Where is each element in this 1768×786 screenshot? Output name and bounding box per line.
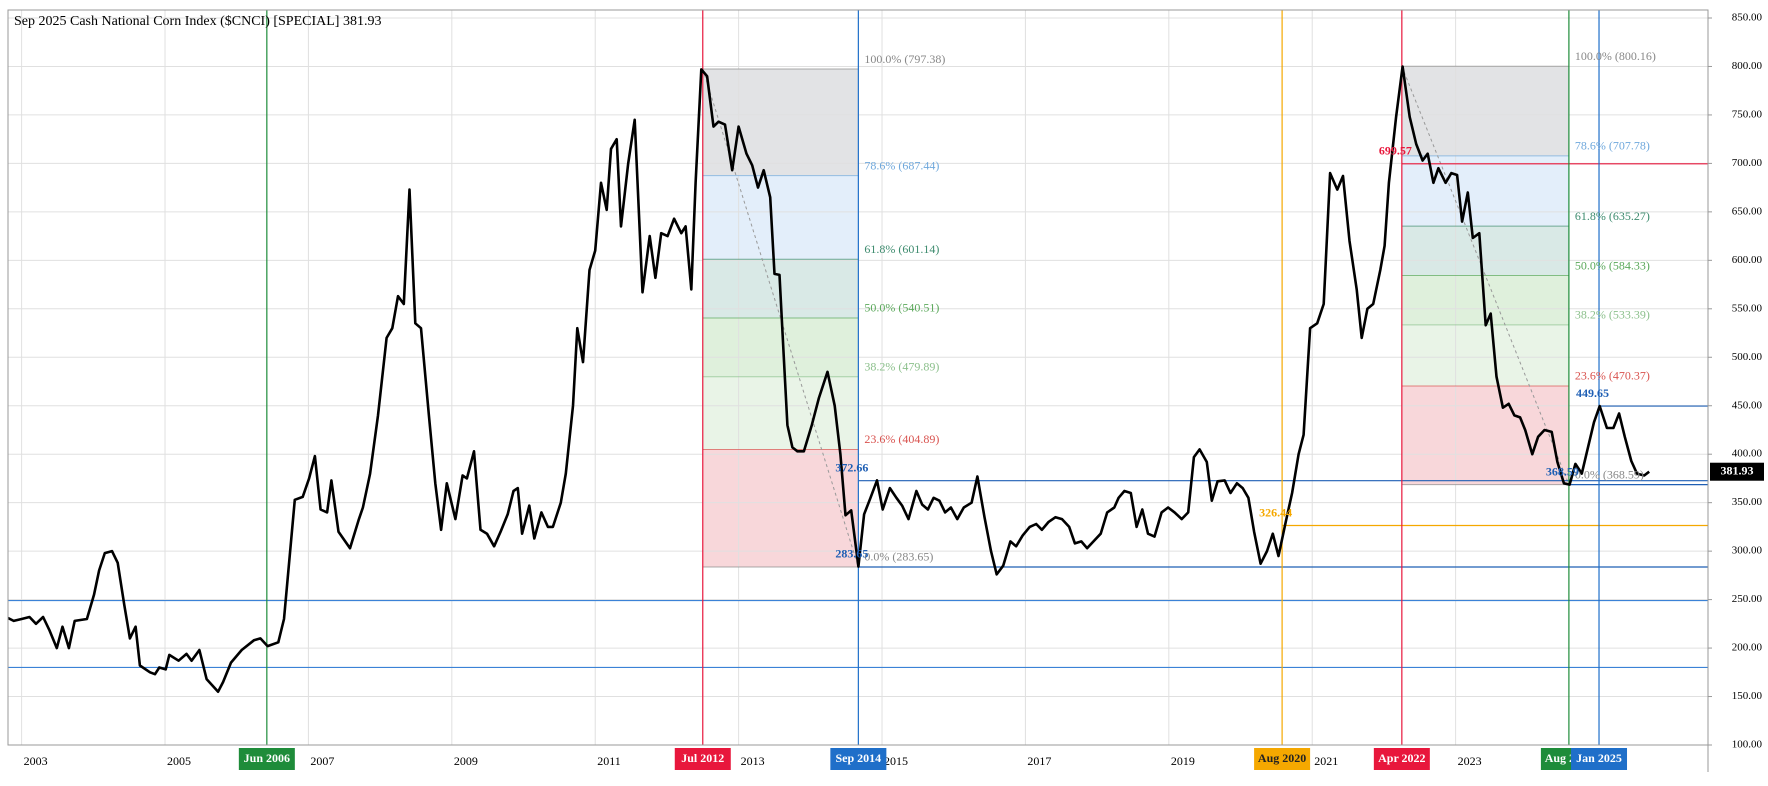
y-tick-label: 100.00 xyxy=(1732,739,1763,751)
x-tick-label: 2017 xyxy=(1027,754,1051,768)
price-label: 326.44 xyxy=(1259,505,1292,519)
price-label: 449.65 xyxy=(1576,386,1609,400)
y-tick-label: 550.00 xyxy=(1732,302,1763,314)
price-label: 699.57 xyxy=(1379,144,1412,158)
fib-zone xyxy=(1401,385,1569,485)
x-tick-label: 2007 xyxy=(310,754,334,768)
price-label: 372.66 xyxy=(835,460,868,474)
fib-zone xyxy=(1401,324,1569,386)
fib-label: 78.6% (707.78) xyxy=(1575,139,1650,153)
x-tick-label: 2013 xyxy=(741,754,765,768)
y-tick-label: 650.00 xyxy=(1732,205,1763,217)
price-label: 368.59 xyxy=(1546,464,1579,478)
fib-zone xyxy=(702,175,859,260)
fib-zone xyxy=(1401,66,1569,156)
fib-zone xyxy=(702,317,859,377)
chart-title: Sep 2025 Cash National Corn Index ($CNCI… xyxy=(14,14,381,29)
fib-zone xyxy=(1401,226,1569,276)
y-tick-label: 150.00 xyxy=(1732,690,1763,702)
fib-label: 100.0% (797.38) xyxy=(864,52,945,66)
date-label: Apr 2022 xyxy=(1378,751,1425,765)
date-label: Jul 2012 xyxy=(681,751,724,765)
y-tick-label: 400.00 xyxy=(1732,448,1763,460)
fib-label: 50.0% (584.33) xyxy=(1575,258,1650,272)
fib-label: 38.2% (479.89) xyxy=(864,360,939,374)
x-tick-label: 2021 xyxy=(1314,754,1338,768)
y-tick-label: 250.00 xyxy=(1732,593,1763,605)
fib-zone xyxy=(702,69,859,176)
y-tick-label: 750.00 xyxy=(1732,108,1763,120)
fib-zone xyxy=(702,449,859,567)
fib-label: 50.0% (540.51) xyxy=(864,301,939,315)
last-price-tag xyxy=(1710,462,1764,481)
x-tick-label: 2019 xyxy=(1171,754,1195,768)
x-tick-label: 2011 xyxy=(597,754,621,768)
y-tick-label: 600.00 xyxy=(1732,254,1763,266)
fib-label: 61.8% (601.14) xyxy=(864,242,939,256)
y-tick-label: 300.00 xyxy=(1732,545,1763,557)
y-tick-label: 700.00 xyxy=(1732,157,1763,169)
date-label: Sep 2014 xyxy=(836,751,882,765)
date-label: Jun 2006 xyxy=(244,751,290,765)
y-tick-label: 800.00 xyxy=(1732,60,1763,72)
fib-zone xyxy=(1401,155,1569,227)
fib-label: 100.0% (800.16) xyxy=(1575,49,1656,63)
date-box xyxy=(830,748,887,770)
fib-label: 0.0% (283.65) xyxy=(864,550,933,564)
date-box xyxy=(1373,748,1430,770)
date-label: Aug 2020 xyxy=(1258,751,1306,765)
x-tick-label: 2015 xyxy=(884,754,908,768)
x-tick-label: 2023 xyxy=(1458,754,1482,768)
fib-label: 61.8% (635.27) xyxy=(1575,209,1650,223)
y-tick-label: 450.00 xyxy=(1732,399,1763,411)
x-tick-label: 2005 xyxy=(167,754,191,768)
fib-label: 23.6% (404.89) xyxy=(864,432,939,446)
y-tick-label: 350.00 xyxy=(1732,496,1763,508)
price-line xyxy=(7,65,1650,693)
price-label: 283.65 xyxy=(835,547,868,561)
x-tick-label: 2009 xyxy=(454,754,478,768)
date-box xyxy=(1571,748,1628,770)
date-box xyxy=(238,748,295,770)
y-tick-label: 850.00 xyxy=(1732,12,1763,24)
fib-label: 23.6% (470.37) xyxy=(1575,369,1650,383)
date-box xyxy=(1254,748,1311,770)
x-tick-label: 2003 xyxy=(24,754,48,768)
y-tick-label: 200.00 xyxy=(1732,642,1763,654)
fib-label: 38.2% (533.39) xyxy=(1575,308,1650,322)
date-box xyxy=(674,748,731,770)
fib-label: 0.0% (368.59) xyxy=(1575,467,1644,481)
last-price-label: 381.93 xyxy=(1721,463,1754,477)
y-tick-label: 500.00 xyxy=(1732,351,1763,363)
date-label: Jan 2025 xyxy=(1576,751,1622,765)
fib-label: 78.6% (687.44) xyxy=(864,158,939,172)
